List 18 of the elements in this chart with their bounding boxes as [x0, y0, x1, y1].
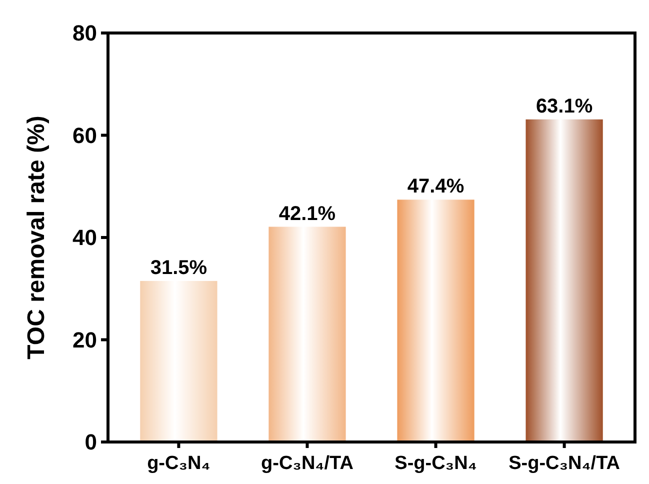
- x-tick-label: S-g-C₃N₄: [394, 453, 477, 474]
- bar: [268, 226, 346, 442]
- y-axis-title: TOC removal rate (%): [23, 116, 50, 360]
- x-tick-label: g-C₃N₄: [147, 453, 210, 474]
- data-label: 47.4%: [407, 176, 464, 198]
- bar: [526, 119, 603, 442]
- y-tick-label: 80: [72, 20, 97, 46]
- y-tick-label: 0: [84, 430, 97, 455]
- y-tick-label: 20: [72, 327, 97, 352]
- data-label: 63.1%: [536, 95, 593, 118]
- bar: [140, 280, 218, 442]
- bar: [397, 200, 474, 442]
- y-tick-label: 60: [72, 122, 97, 148]
- x-tick-label: g-C₃N₄/TA: [261, 453, 354, 474]
- y-tick-label: 40: [72, 225, 97, 250]
- data-label: 42.1%: [278, 202, 336, 225]
- data-label: 31.5%: [150, 256, 208, 279]
- x-tick-label: S-g-C₃N₄/TA: [508, 453, 620, 474]
